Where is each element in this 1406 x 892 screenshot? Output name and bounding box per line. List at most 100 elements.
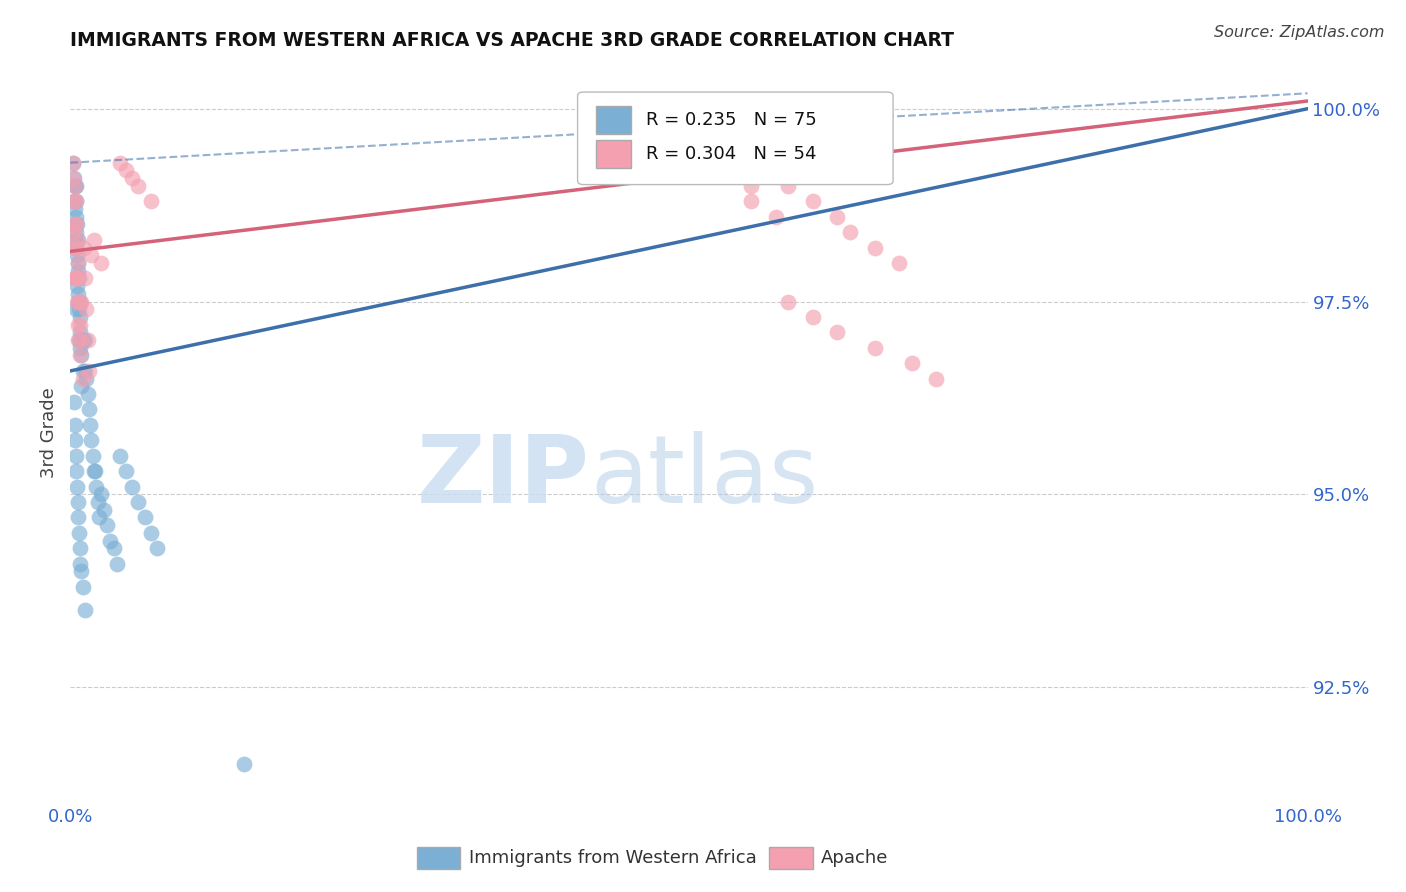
Point <box>72 333 94 347</box>
Point <box>65 240 87 254</box>
Point <box>105 557 128 571</box>
Point <box>678 163 700 178</box>
Point <box>66 495 89 509</box>
Point <box>93 502 115 516</box>
Point <box>98 533 121 548</box>
FancyBboxPatch shape <box>416 847 460 870</box>
Point <box>67 525 90 540</box>
Point <box>121 171 143 186</box>
Point <box>65 194 87 209</box>
Point <box>827 326 849 340</box>
Point <box>67 333 90 347</box>
Point <box>65 218 87 232</box>
Point <box>69 349 91 363</box>
Point <box>863 240 886 254</box>
Point <box>82 449 104 463</box>
Text: ZIP: ZIP <box>418 431 591 523</box>
Point <box>69 294 91 309</box>
Point <box>75 603 97 617</box>
Point <box>83 464 105 478</box>
Point <box>65 178 87 193</box>
Point <box>139 194 162 209</box>
Point <box>70 349 93 363</box>
FancyBboxPatch shape <box>578 92 893 185</box>
Point <box>776 178 799 193</box>
Point <box>67 302 90 317</box>
Point <box>83 233 105 247</box>
Point <box>63 225 86 239</box>
Point <box>740 194 762 209</box>
Point <box>66 248 89 262</box>
Point <box>827 210 849 224</box>
Point <box>76 333 98 347</box>
Text: R = 0.304   N = 54: R = 0.304 N = 54 <box>645 145 815 163</box>
Point <box>67 294 90 309</box>
Text: Immigrants from Western Africa: Immigrants from Western Africa <box>468 849 756 867</box>
Point <box>65 449 87 463</box>
Point <box>65 271 87 285</box>
Point <box>65 464 87 478</box>
Point <box>62 155 84 169</box>
Point <box>66 233 89 247</box>
Point <box>67 510 90 524</box>
Point <box>127 495 149 509</box>
Text: R = 0.235   N = 75: R = 0.235 N = 75 <box>645 112 817 129</box>
Point <box>121 480 143 494</box>
Point <box>84 464 107 478</box>
Text: Source: ZipAtlas.com: Source: ZipAtlas.com <box>1215 25 1385 40</box>
Point <box>79 417 101 432</box>
Point <box>65 434 87 448</box>
Point <box>75 333 97 347</box>
Point <box>66 233 89 247</box>
Point <box>69 326 91 340</box>
Point <box>77 402 100 417</box>
Point <box>65 218 87 232</box>
Text: atlas: atlas <box>591 431 818 523</box>
Point <box>67 271 90 285</box>
Point <box>889 256 911 270</box>
Point <box>69 294 91 309</box>
Point <box>765 210 787 224</box>
Point <box>75 302 97 317</box>
Point <box>70 379 93 393</box>
Point <box>65 271 87 285</box>
Point <box>72 580 94 594</box>
Point <box>66 279 89 293</box>
Point <box>76 387 98 401</box>
FancyBboxPatch shape <box>596 106 631 135</box>
Point <box>146 541 169 556</box>
Point <box>72 364 94 378</box>
Point <box>232 757 254 772</box>
Point <box>75 271 97 285</box>
Point <box>63 271 86 285</box>
Point <box>80 248 103 262</box>
Point <box>65 194 87 209</box>
Point <box>801 194 824 209</box>
Point <box>900 356 922 370</box>
Point <box>65 202 87 216</box>
Point <box>69 318 91 332</box>
Point <box>66 218 89 232</box>
Point <box>63 218 86 232</box>
Point <box>776 294 799 309</box>
Y-axis label: 3rd Grade: 3rd Grade <box>41 387 59 478</box>
Point <box>87 510 110 524</box>
Point <box>65 233 87 247</box>
Point <box>67 333 90 347</box>
Point <box>69 557 91 571</box>
Point <box>63 171 86 186</box>
Point <box>65 225 87 239</box>
Text: Apache: Apache <box>821 849 889 867</box>
Point <box>90 487 112 501</box>
Point <box>73 240 96 254</box>
Point <box>63 194 86 209</box>
Point <box>75 371 97 385</box>
Point <box>62 155 84 169</box>
Point <box>84 480 107 494</box>
Point <box>103 541 125 556</box>
Point <box>96 518 118 533</box>
Point <box>70 333 93 347</box>
Point <box>66 294 89 309</box>
Point <box>838 225 860 239</box>
Point <box>80 434 103 448</box>
